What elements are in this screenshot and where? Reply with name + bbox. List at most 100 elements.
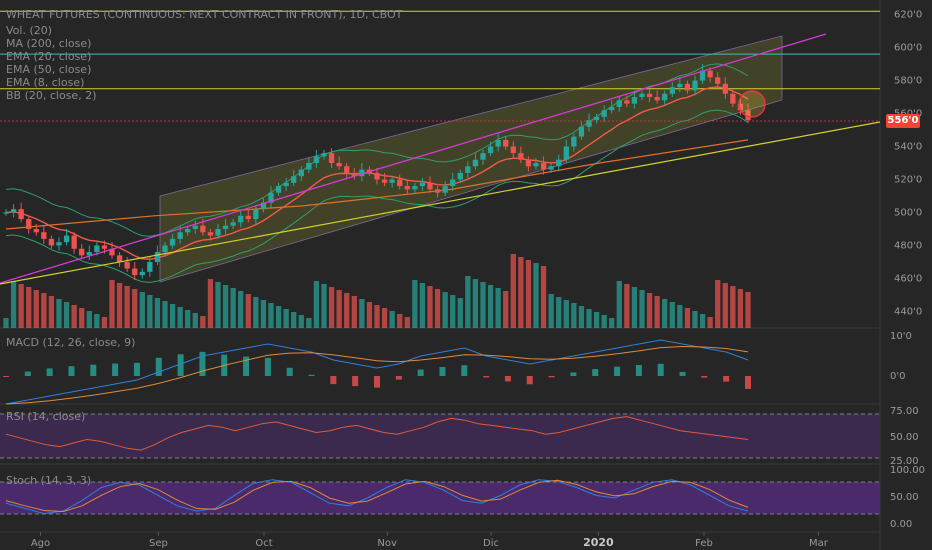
macd-hist-bar [657, 363, 664, 376]
volume-bar [624, 284, 630, 328]
volume-bar [434, 289, 441, 328]
candle [699, 70, 706, 81]
indicator-ema20[interactable]: EMA (20, close) [6, 50, 92, 63]
volume-bar [154, 298, 161, 328]
candle [609, 106, 615, 111]
volume-bar [162, 301, 168, 328]
candle [503, 139, 509, 147]
candle [200, 225, 206, 233]
volume-bar [419, 283, 426, 328]
macd-hist-bar [548, 376, 555, 378]
macd-hist-bar [199, 351, 206, 376]
volume-bar [472, 279, 479, 328]
volume-bar [222, 285, 229, 328]
volume-bar [707, 317, 713, 328]
price-tick: 500'0 [894, 207, 922, 218]
candle [192, 225, 198, 229]
candle [283, 182, 289, 187]
candle [646, 93, 653, 98]
volume-bar [185, 310, 191, 328]
volume-bar [260, 300, 267, 328]
candle [351, 172, 357, 177]
volume-bar [487, 285, 494, 328]
macd-hist-bar [439, 367, 446, 376]
volume-bar [109, 280, 115, 328]
candle [86, 252, 92, 256]
candle [571, 136, 577, 147]
volume-bar [427, 286, 433, 328]
rsi-label[interactable]: RSI (14, close) [6, 410, 86, 423]
candle [139, 271, 145, 276]
macd-tick-10: 10'0 [890, 331, 912, 342]
macd-hist-bar [679, 371, 686, 376]
candle [540, 163, 547, 170]
volume-bar [457, 298, 463, 328]
volume-bar [556, 297, 562, 328]
macd-hist-bar [614, 366, 621, 376]
volume-bar [41, 293, 47, 328]
candle [230, 222, 236, 226]
candle [48, 238, 55, 246]
macd-hist-bar [68, 366, 75, 376]
volume-bar [336, 290, 342, 328]
candle [692, 80, 698, 91]
stoch-band [0, 482, 880, 514]
candle [457, 172, 463, 180]
candle [94, 245, 100, 253]
volume-bar [737, 289, 744, 328]
indicator-ma200[interactable]: MA (200, close) [6, 37, 92, 50]
chart-title: WHEAT FUTURES (CONTINUOUS: NEXT CONTRACT… [6, 8, 403, 21]
indicator-ema50[interactable]: EMA (50, close) [6, 63, 92, 76]
candle [745, 110, 751, 121]
volume-bar [306, 318, 312, 328]
time-tick: Feb [695, 538, 713, 549]
macd-label[interactable]: MACD (12, 26, close, 9) [6, 336, 136, 349]
macd-hist-bar [395, 376, 402, 380]
candle [268, 192, 274, 203]
bb-upper [5, 63, 749, 237]
candle [397, 179, 403, 187]
candle [298, 169, 304, 177]
trend-lines [0, 33, 881, 285]
candle [291, 176, 297, 183]
candle [578, 126, 585, 137]
indicator-vol[interactable]: Vol. (20) [6, 24, 53, 37]
macd-hist-bar [417, 369, 424, 376]
volume-bar [245, 294, 251, 328]
time-tick: Oct [255, 538, 272, 549]
price-tick: 480'0 [894, 240, 922, 251]
candle [593, 116, 600, 121]
indicator-ema8[interactable]: EMA (8, close) [6, 76, 85, 89]
candle [63, 235, 70, 243]
volume-bar [669, 302, 675, 328]
price-axis: 620'0600'0580'0560'0540'0520'0500'0480'0… [894, 10, 922, 318]
candle [207, 232, 214, 236]
candle [109, 248, 115, 256]
volume-bar [374, 305, 380, 328]
candle [434, 189, 441, 193]
volume-bar [94, 314, 100, 328]
volume-bar [745, 292, 751, 328]
stoch-k-line [5, 479, 749, 515]
candle [321, 153, 327, 157]
volume-bar [207, 279, 214, 328]
candle [245, 215, 251, 220]
candle [124, 261, 130, 269]
volume-bar [63, 302, 70, 328]
candle [737, 103, 744, 111]
horizontal-levels [0, 10, 880, 90]
candle [601, 110, 607, 117]
stoch-label[interactable]: Stoch (14, 3, 3) [6, 474, 92, 487]
macd-hist-bar [90, 364, 97, 376]
macd-hist-bar [745, 376, 751, 389]
macd-hist-bar [701, 376, 708, 378]
volume-bar [48, 296, 55, 328]
volume-bar [33, 290, 39, 328]
price-tick: 540'0 [894, 142, 922, 153]
volume-bar [480, 282, 486, 328]
rsi-band [0, 414, 880, 458]
volume-bar [616, 281, 622, 328]
indicator-bb[interactable]: BB (20, close, 2) [6, 89, 97, 102]
macd-hist-bar [330, 376, 337, 385]
